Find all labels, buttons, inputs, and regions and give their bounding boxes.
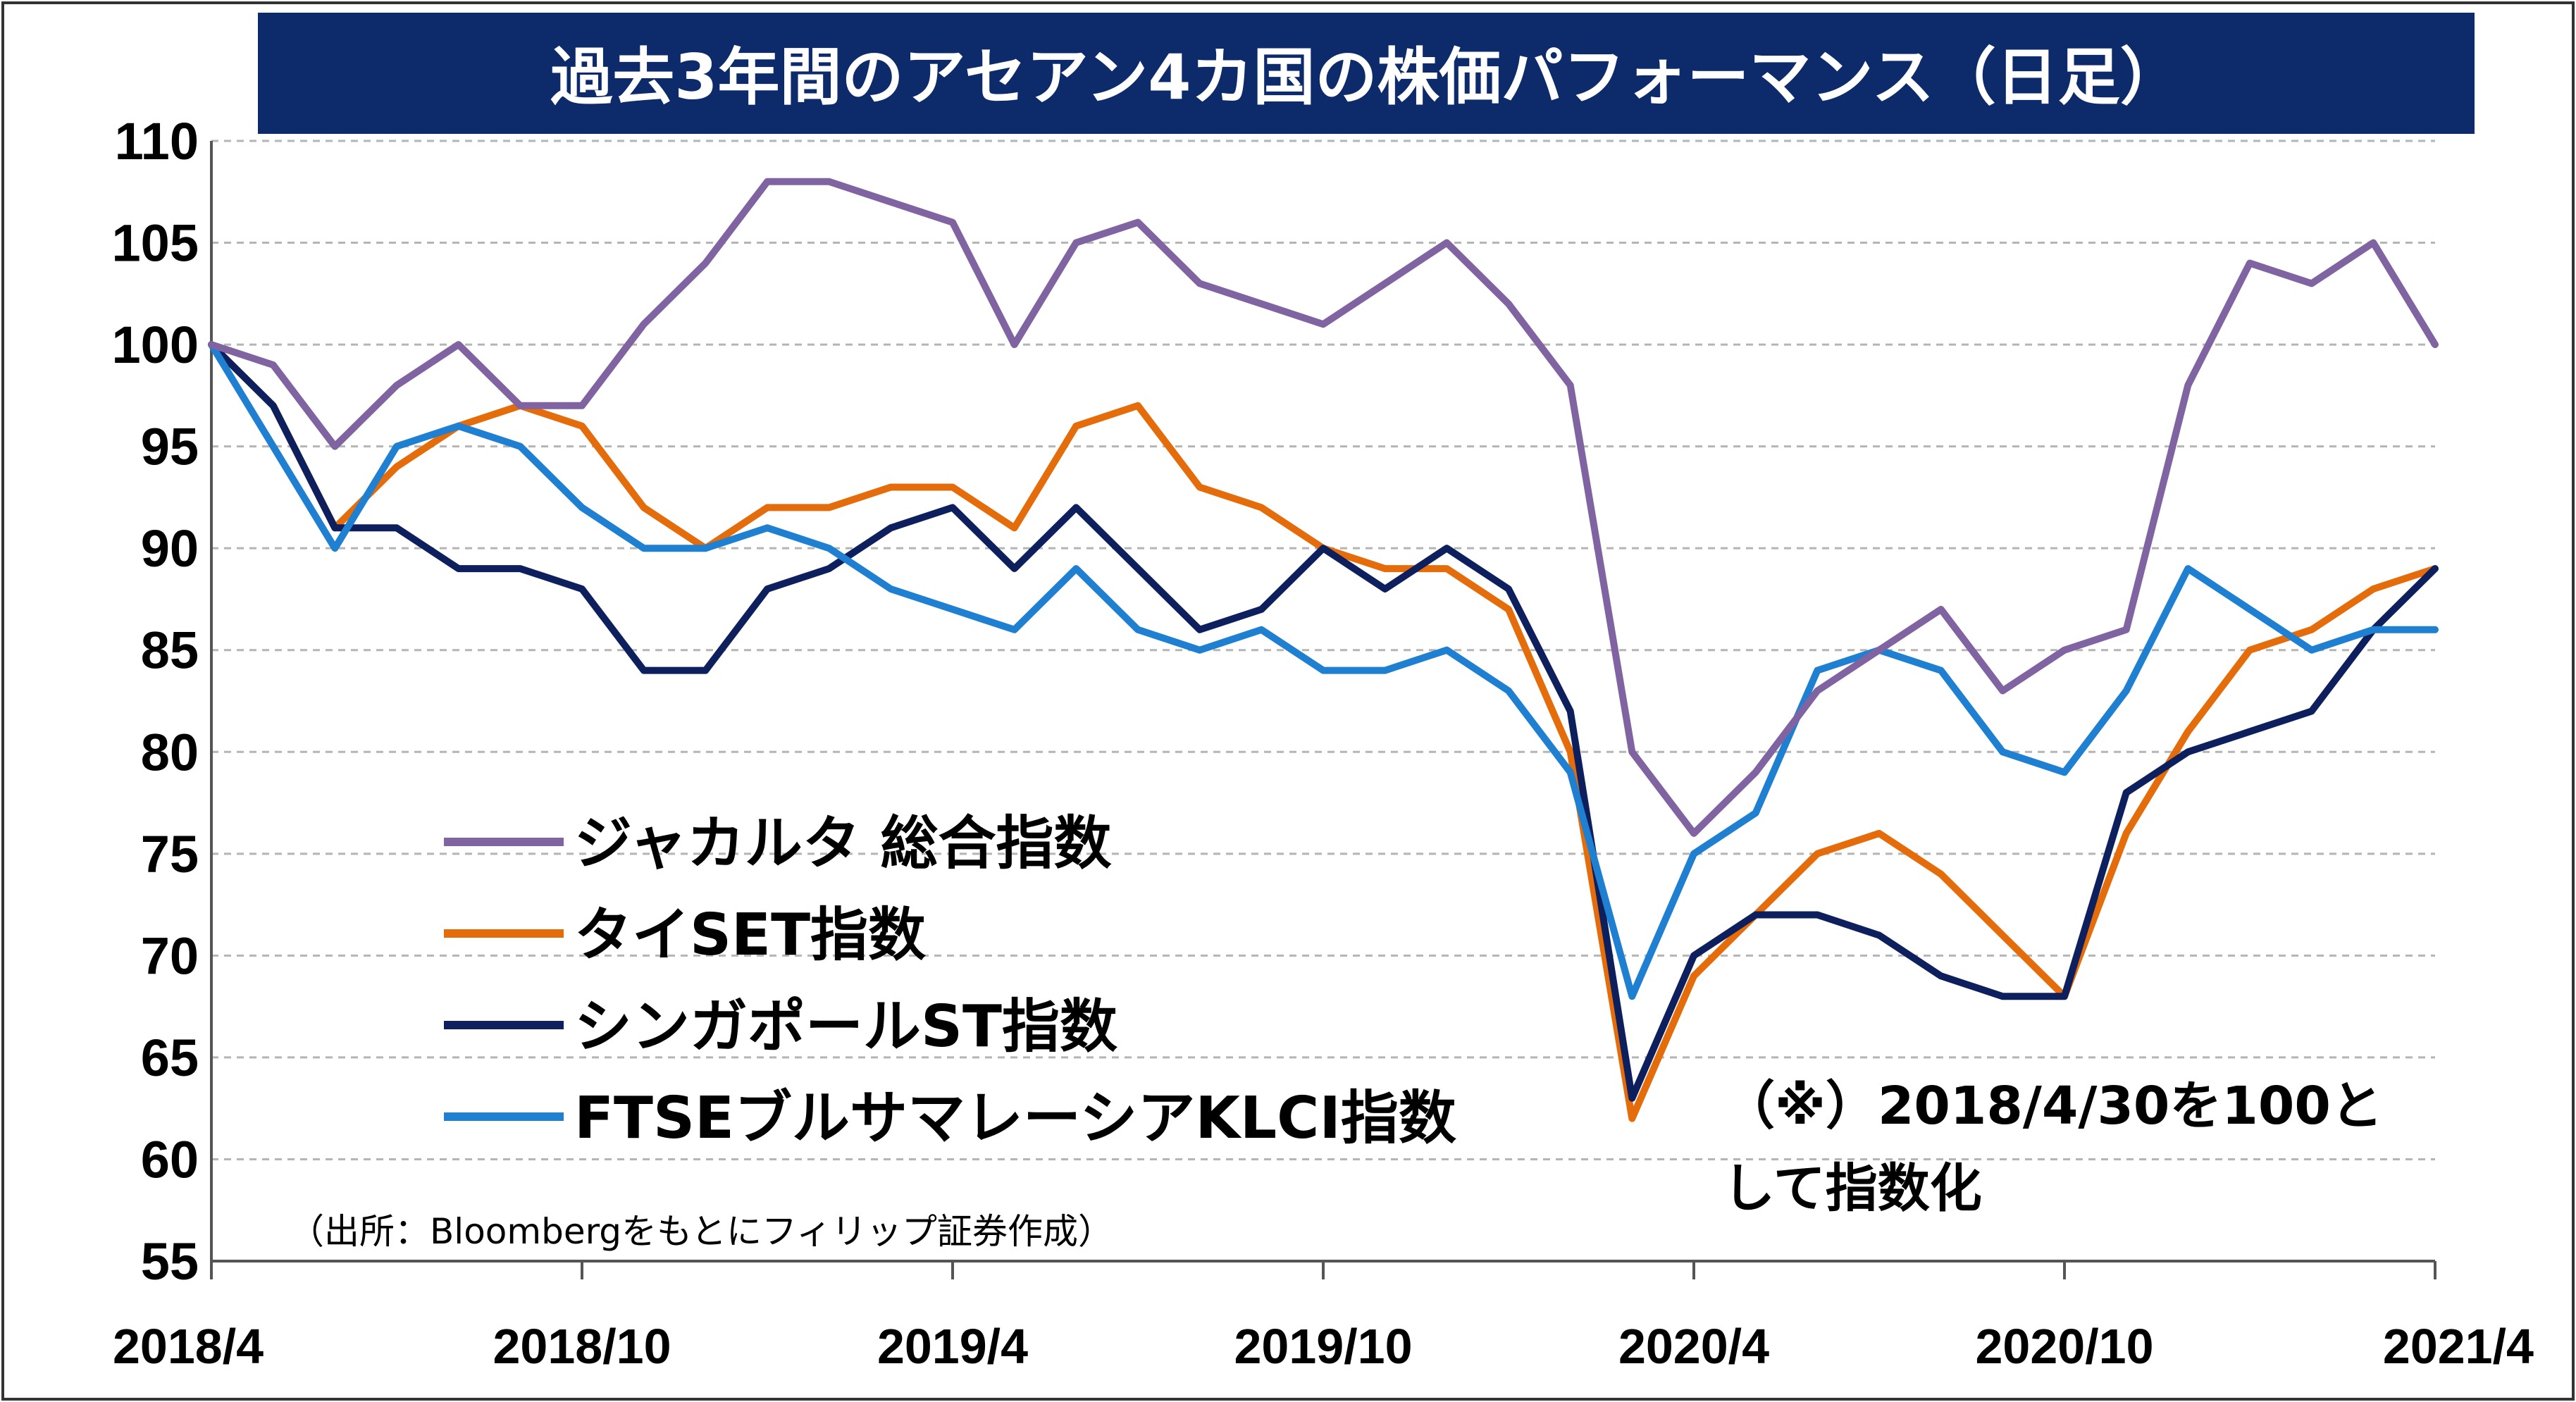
y-tick-label: 80 — [141, 723, 199, 781]
x-tick-label: 2019/4 — [877, 1319, 1028, 1374]
y-tick-label: 100 — [112, 316, 199, 374]
index-note-line2: して指数化 — [1723, 1158, 1982, 1219]
legend-label: ジャカルタ 総合指数 — [574, 810, 1111, 877]
grid-lines — [211, 139, 2435, 1160]
axes: 110 105 100 95 90 85 80 75 70 65 60 55 2018/4 2018/10… — [112, 112, 2534, 1374]
source-note: （出所：Bloombergをもとにフィリップ証券作成） — [289, 1211, 1113, 1252]
x-tick-label: 2020/4 — [1618, 1319, 1769, 1374]
chart-title: 過去3年間のアセアン4カ国の株価パフォーマンス（日足） — [550, 41, 2181, 113]
series-line-3 — [208, 341, 2439, 1000]
y-tick-label: 55 — [141, 1232, 199, 1291]
x-tick-label: 2018/10 — [493, 1319, 671, 1374]
legend-label: シンガポールST指数 — [574, 993, 1117, 1060]
series-line-0 — [208, 178, 2439, 837]
legend-label: タイSET指数 — [574, 902, 926, 969]
y-tick-label: 95 — [141, 418, 199, 476]
index-note-line1: （※）2018/4/30を100と — [1723, 1076, 2383, 1136]
y-tick-label: 110 — [115, 112, 199, 170]
x-tick-label: 2018/4 — [113, 1319, 264, 1374]
series-line-2 — [208, 341, 2439, 1102]
y-tick-label: 65 — [141, 1029, 199, 1087]
y-tick-label: 85 — [141, 621, 199, 680]
y-tick-label: 75 — [141, 825, 199, 883]
title-banner — [258, 13, 2475, 134]
series-lines — [208, 178, 2439, 1122]
x-tick-label: 2019/10 — [1234, 1319, 1412, 1374]
legend-label: FTSEブルサマレーシアKLCI指数 — [574, 1085, 1456, 1152]
x-tick-label: 2020/10 — [1975, 1319, 2153, 1374]
y-tick-label: 90 — [141, 519, 199, 578]
y-tick-label: 105 — [112, 214, 199, 273]
y-tick-label: 60 — [141, 1130, 199, 1189]
y-tick-label: 70 — [141, 926, 199, 985]
x-tick-label: 2021/4 — [2383, 1319, 2534, 1374]
